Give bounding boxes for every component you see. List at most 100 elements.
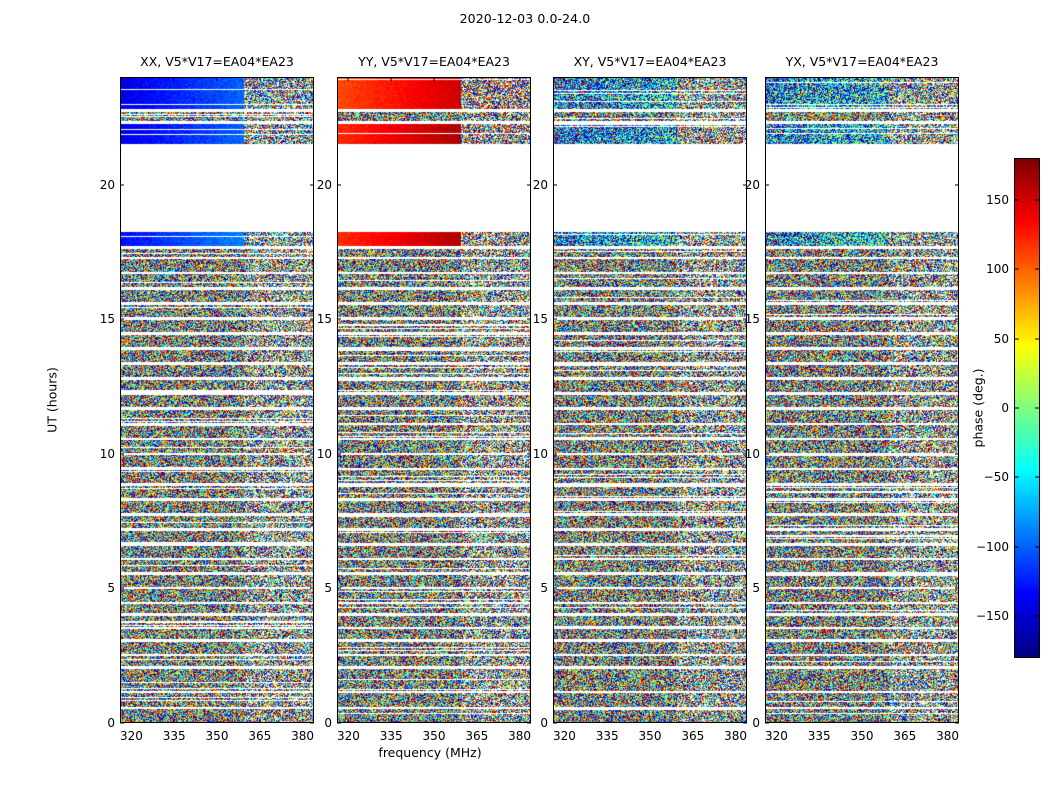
- x-tick-mark: [904, 719, 906, 723]
- x-tick-label: 320: [336, 729, 360, 743]
- colorbar-tick-label: 0: [1001, 401, 1009, 415]
- x-tick-mark: [476, 719, 478, 723]
- heatmap-yy: [337, 77, 531, 723]
- y-tick-label: 5: [324, 581, 332, 596]
- panel-yy: YY, V5*V17=EA04*EA23 0 5 10 15 20 320 335 350 36…: [317, 54, 531, 743]
- colorbar-tick-mark: [1014, 476, 1019, 478]
- x-tick-mark: [476, 77, 478, 81]
- x-tick-label: 365: [248, 729, 272, 743]
- x-tick-mark: [735, 719, 737, 723]
- x-tick-label: 335: [162, 729, 186, 743]
- y-tick-mark: [310, 453, 314, 455]
- colorbar-tick-label: 150: [986, 192, 1009, 207]
- panel-title-xx: XX, V5*V17=EA04*EA23: [140, 54, 294, 69]
- y-tick-mark: [120, 184, 124, 186]
- x-tick-mark: [692, 77, 694, 81]
- y-tick-mark: [743, 587, 747, 589]
- heatmap-xy: [553, 77, 747, 723]
- y-tick-label: 10: [532, 446, 548, 461]
- x-tick-label: 380: [291, 729, 315, 743]
- y-tick-label: 0: [324, 716, 332, 730]
- y-tick-mark: [120, 318, 124, 320]
- colorbar-tick-mark: [1014, 407, 1019, 409]
- y-tick-mark: [120, 722, 124, 724]
- y-tick-mark: [527, 184, 531, 186]
- x-axis-label: frequency (MHz): [378, 745, 482, 760]
- y-tick-mark: [310, 318, 314, 320]
- y-tick-label: 0: [752, 716, 760, 730]
- x-tick-label: 350: [850, 729, 874, 743]
- x-tick-mark: [173, 719, 175, 723]
- y-tick-label: 20: [744, 177, 760, 192]
- colorbar-tick-mark: [1035, 476, 1040, 478]
- y-tick-mark: [310, 587, 314, 589]
- y-tick-label: 0: [107, 716, 115, 730]
- x-tick-mark: [347, 77, 349, 81]
- x-tick-label: 335: [807, 729, 831, 743]
- x-tick-label: 320: [119, 729, 143, 743]
- y-tick-label: 15: [316, 312, 332, 327]
- x-tick-label: 350: [422, 729, 446, 743]
- x-tick-mark: [904, 77, 906, 81]
- x-tick-mark: [606, 77, 608, 81]
- y-tick-mark: [337, 587, 341, 589]
- y-tick-mark: [120, 453, 124, 455]
- colorbar-tick-mark: [1035, 407, 1040, 409]
- y-tick-mark: [553, 453, 557, 455]
- y-tick-mark: [337, 318, 341, 320]
- x-tick-mark: [775, 77, 777, 81]
- x-tick-mark: [775, 719, 777, 723]
- x-tick-mark: [302, 77, 304, 81]
- panel-yx: YX, V5*V17=EA04*EA23 0 5 10 15 20 320 335 350 36…: [745, 54, 959, 743]
- y-tick-mark: [310, 184, 314, 186]
- x-tick-label: 350: [205, 729, 229, 743]
- x-tick-label: 350: [638, 729, 662, 743]
- x-tick-mark: [692, 719, 694, 723]
- x-tick-mark: [259, 77, 261, 81]
- x-tick-label: 365: [681, 729, 705, 743]
- colorbar-tick-mark: [1014, 199, 1019, 201]
- colorbar-tick-mark: [1014, 338, 1019, 340]
- y-tick-mark: [955, 722, 959, 724]
- colorbar-tick-mark: [1035, 546, 1040, 548]
- colorbar-tick-label: −100: [976, 539, 1009, 554]
- x-tick-mark: [861, 77, 863, 81]
- x-tick-mark: [130, 719, 132, 723]
- x-tick-label: 380: [724, 729, 748, 743]
- y-tick-mark: [765, 184, 769, 186]
- y-tick-mark: [955, 318, 959, 320]
- y-tick-label: 5: [107, 581, 115, 596]
- x-tick-mark: [302, 719, 304, 723]
- y-tick-mark: [765, 587, 769, 589]
- y-tick-mark: [765, 722, 769, 724]
- y-tick-label: 15: [532, 312, 548, 327]
- y-tick-mark: [553, 722, 557, 724]
- panel-xx: XX, V5*V17=EA04*EA23 0 5 10 15 20 320 335 350 36…: [100, 54, 314, 743]
- colorbar-tick-label: 50: [993, 331, 1009, 346]
- y-tick-mark: [527, 318, 531, 320]
- y-tick-label: 10: [744, 446, 760, 461]
- x-tick-mark: [818, 719, 820, 723]
- y-tick-label: 0: [540, 716, 548, 730]
- y-tick-mark: [337, 722, 341, 724]
- y-tick-mark: [743, 722, 747, 724]
- y-tick-label: 5: [752, 581, 760, 596]
- y-tick-mark: [955, 453, 959, 455]
- x-tick-mark: [649, 77, 651, 81]
- y-tick-mark: [527, 587, 531, 589]
- x-tick-mark: [563, 719, 565, 723]
- x-tick-mark: [433, 77, 435, 81]
- y-tick-label: 10: [316, 446, 332, 461]
- heatmap-xx: [120, 77, 314, 723]
- panel-title-xy: XY, V5*V17=EA04*EA23: [573, 54, 727, 69]
- heatmap-yx: [765, 77, 959, 723]
- colorbar: −150 −100 −50 0 50 100 150: [976, 158, 1040, 658]
- y-tick-mark: [553, 184, 557, 186]
- y-tick-mark: [527, 453, 531, 455]
- x-tick-mark: [947, 719, 949, 723]
- y-tick-mark: [120, 587, 124, 589]
- x-tick-mark: [861, 719, 863, 723]
- y-tick-label: 10: [99, 446, 115, 461]
- y-tick-label: 15: [99, 312, 115, 327]
